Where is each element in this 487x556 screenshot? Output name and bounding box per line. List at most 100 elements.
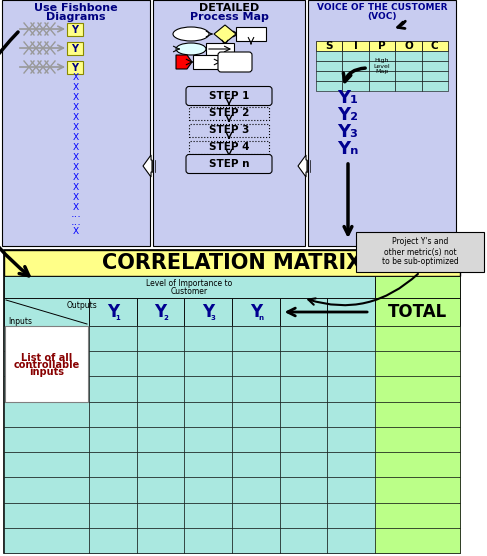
Bar — [4, 298, 89, 326]
Bar — [232, 452, 280, 478]
FancyArrowPatch shape — [0, 32, 29, 276]
Text: Process Map: Process Map — [189, 12, 268, 22]
Ellipse shape — [176, 43, 206, 55]
Bar — [137, 298, 185, 326]
Bar — [395, 51, 422, 61]
Bar — [395, 71, 422, 81]
Text: ...: ... — [71, 217, 81, 227]
Bar — [185, 376, 232, 401]
Text: P: P — [378, 41, 386, 51]
Text: controllable: controllable — [13, 360, 80, 370]
Text: DETAILED: DETAILED — [199, 3, 259, 13]
Bar — [137, 326, 185, 351]
Bar — [189, 141, 269, 153]
Bar — [193, 55, 218, 69]
Bar — [316, 81, 342, 91]
Bar — [280, 452, 327, 478]
Bar — [4, 276, 375, 298]
Text: X: X — [73, 83, 79, 92]
Text: ₁: ₁ — [115, 312, 120, 322]
Text: ₂: ₂ — [163, 312, 168, 322]
Bar — [4, 351, 89, 376]
Bar — [327, 478, 375, 503]
Bar — [342, 51, 369, 61]
FancyBboxPatch shape — [186, 87, 272, 106]
Text: Diagrams: Diagrams — [46, 12, 106, 22]
Text: Y: Y — [154, 303, 167, 321]
Bar — [327, 376, 375, 401]
Text: Y₁: Y₁ — [337, 89, 358, 107]
Bar — [327, 401, 375, 427]
Bar — [369, 41, 395, 51]
Bar — [89, 452, 137, 478]
Bar — [280, 528, 327, 553]
Bar — [137, 452, 185, 478]
Text: X: X — [73, 93, 79, 102]
Bar — [153, 0, 305, 246]
Bar — [232, 376, 280, 401]
Text: I: I — [354, 41, 357, 51]
Text: other metric(s) not: other metric(s) not — [384, 247, 456, 256]
Bar — [232, 326, 280, 351]
Text: X: X — [73, 227, 79, 236]
Bar — [137, 478, 185, 503]
Bar — [375, 452, 460, 478]
Text: Y: Y — [72, 25, 78, 35]
FancyBboxPatch shape — [186, 155, 272, 173]
Bar — [375, 478, 460, 503]
Text: STEP 2: STEP 2 — [209, 108, 249, 118]
Text: ₃: ₃ — [211, 312, 216, 322]
Text: X: X — [73, 203, 79, 212]
Bar — [67, 42, 83, 55]
Text: C: C — [431, 41, 439, 51]
Bar — [342, 61, 369, 71]
Bar — [395, 41, 422, 51]
Bar — [89, 401, 137, 427]
Bar — [232, 503, 280, 528]
Bar — [280, 478, 327, 503]
Bar — [308, 0, 456, 246]
Text: STEP n: STEP n — [209, 159, 249, 169]
Bar — [342, 71, 369, 81]
Bar — [356, 232, 484, 272]
Text: (VOC): (VOC) — [367, 12, 397, 21]
FancyArrow shape — [298, 155, 307, 177]
Text: Inputs: Inputs — [8, 316, 32, 325]
Bar — [185, 401, 232, 427]
Text: Level of Importance to: Level of Importance to — [147, 279, 233, 287]
Text: Use Fishbone: Use Fishbone — [34, 3, 118, 13]
Bar — [189, 123, 269, 137]
Bar — [4, 427, 89, 452]
Bar — [4, 478, 89, 503]
Bar — [375, 351, 460, 376]
Text: STEP 4: STEP 4 — [209, 142, 249, 152]
Text: X: X — [73, 123, 79, 132]
Text: Customer: Customer — [171, 286, 208, 295]
Bar — [4, 250, 460, 553]
Bar — [89, 528, 137, 553]
Bar — [422, 81, 448, 91]
Bar — [67, 23, 83, 36]
Bar — [89, 298, 137, 326]
Bar — [327, 528, 375, 553]
Bar — [189, 107, 269, 120]
Bar — [375, 276, 460, 298]
FancyBboxPatch shape — [218, 52, 252, 72]
Bar — [89, 427, 137, 452]
Bar — [137, 427, 185, 452]
Bar — [4, 401, 89, 427]
Bar — [316, 51, 342, 61]
Bar — [375, 427, 460, 452]
Bar — [206, 43, 234, 55]
Bar — [232, 478, 280, 503]
Bar — [185, 427, 232, 452]
Bar — [232, 298, 280, 326]
Bar — [395, 61, 422, 71]
Bar — [422, 61, 448, 71]
Bar — [4, 250, 460, 276]
Text: X: X — [73, 183, 79, 192]
Bar — [375, 298, 460, 326]
Bar — [232, 401, 280, 427]
Bar — [327, 427, 375, 452]
Bar — [89, 376, 137, 401]
